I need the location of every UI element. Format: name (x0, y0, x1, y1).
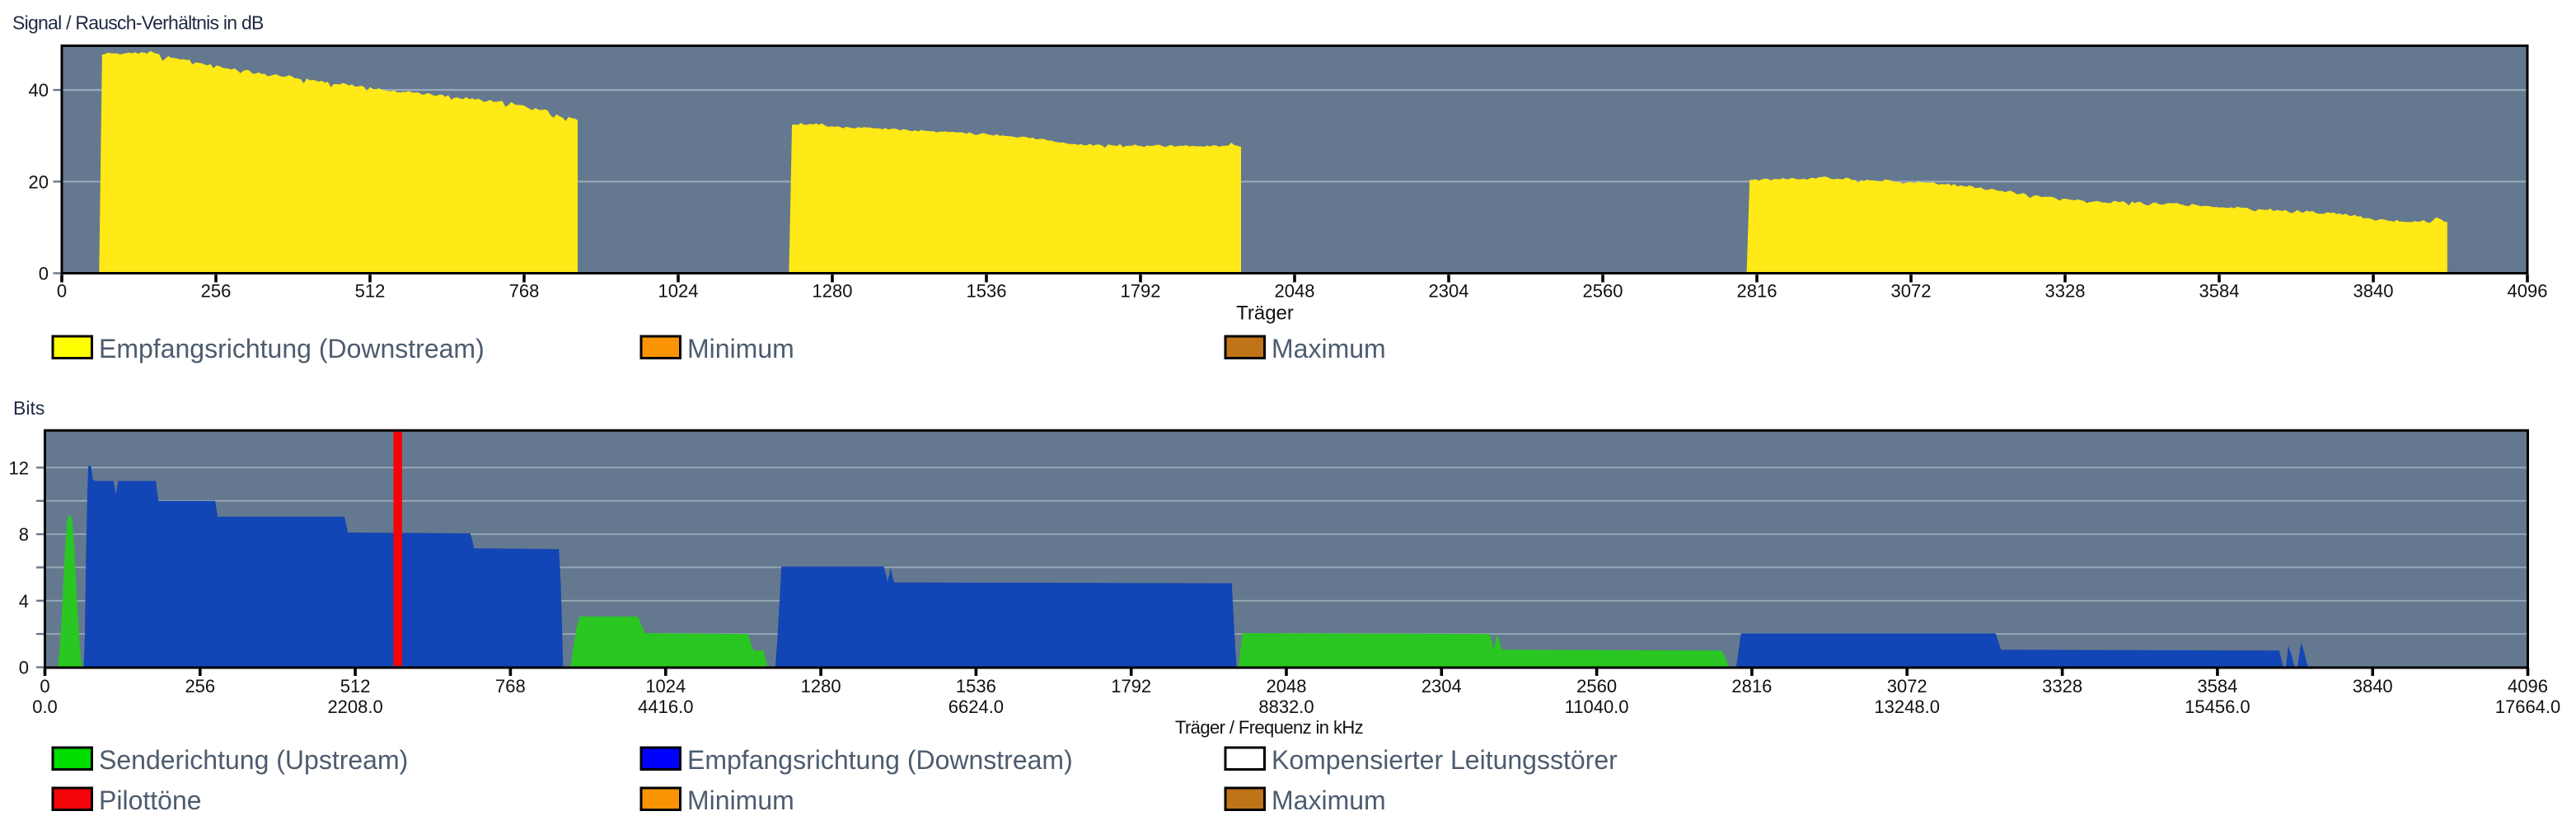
svg-text:Empfangsrichtung (Downstream): Empfangsrichtung (Downstream) (687, 745, 1073, 775)
svg-text:1024: 1024 (645, 676, 686, 696)
svg-text:12: 12 (9, 457, 29, 478)
svg-text:2560: 2560 (1576, 676, 1617, 696)
svg-text:1536: 1536 (956, 676, 996, 696)
svg-text:0: 0 (39, 264, 49, 284)
svg-text:1280: 1280 (813, 281, 853, 302)
svg-text:256: 256 (185, 676, 215, 696)
svg-text:3584: 3584 (2199, 281, 2240, 302)
svg-text:1792: 1792 (1121, 281, 1161, 302)
svg-text:4416.0: 4416.0 (638, 696, 693, 717)
svg-text:3328: 3328 (2042, 676, 2082, 696)
svg-text:3072: 3072 (1891, 281, 1932, 302)
svg-text:4: 4 (19, 591, 29, 612)
svg-text:2048: 2048 (1275, 281, 1315, 302)
svg-text:768: 768 (509, 281, 540, 302)
svg-text:2304: 2304 (1429, 281, 1469, 302)
svg-text:512: 512 (340, 676, 371, 696)
svg-text:4096: 4096 (2508, 676, 2548, 696)
svg-text:2816: 2816 (1737, 281, 1777, 302)
svg-text:256: 256 (201, 281, 232, 302)
svg-text:Pilottöne: Pilottöne (99, 786, 202, 815)
svg-text:Minimum: Minimum (687, 786, 794, 815)
svg-text:1536: 1536 (967, 281, 1007, 302)
svg-text:Kompensierter Leitungsstörer: Kompensierter Leitungsstörer (1272, 745, 1618, 775)
svg-text:1024: 1024 (658, 281, 699, 302)
svg-text:15456.0: 15456.0 (2185, 696, 2250, 717)
svg-text:2816: 2816 (1731, 676, 1772, 696)
svg-text:17664.0: 17664.0 (2495, 696, 2561, 717)
svg-text:2304: 2304 (1421, 676, 1462, 696)
svg-text:6624.0: 6624.0 (948, 696, 1004, 717)
svg-text:2560: 2560 (1583, 281, 1623, 302)
svg-text:0.0: 0.0 (32, 696, 58, 717)
svg-text:Träger: Träger (1236, 302, 1294, 325)
svg-text:Senderichtung (Upstream): Senderichtung (Upstream) (99, 745, 408, 775)
svg-text:1280: 1280 (801, 676, 841, 696)
svg-text:Signal / Rausch-Verhältnis in: Signal / Rausch-Verhältnis in dB (12, 12, 264, 34)
svg-text:4096: 4096 (2508, 281, 2548, 302)
svg-text:3840: 3840 (2354, 281, 2394, 302)
svg-text:Empfangsrichtung (Downstream): Empfangsrichtung (Downstream) (99, 334, 485, 363)
svg-text:Maximum: Maximum (1272, 786, 1386, 815)
svg-text:11040.0: 11040.0 (1565, 696, 1629, 717)
svg-text:Minimum: Minimum (687, 334, 794, 363)
svg-text:2048: 2048 (1267, 676, 1307, 696)
svg-text:1792: 1792 (1111, 676, 1151, 696)
svg-text:13248.0: 13248.0 (1874, 696, 1940, 717)
svg-text:Maximum: Maximum (1272, 334, 1386, 363)
svg-text:0: 0 (40, 676, 49, 696)
svg-text:20: 20 (29, 171, 49, 192)
svg-text:8: 8 (19, 524, 29, 545)
svg-text:0: 0 (57, 281, 67, 302)
svg-text:40: 40 (29, 80, 49, 101)
svg-text:768: 768 (495, 676, 526, 696)
svg-text:3072: 3072 (1887, 676, 1927, 696)
svg-text:Träger / Frequenz in kHz: Träger / Frequenz in kHz (1175, 717, 1363, 738)
svg-text:Bits: Bits (13, 397, 44, 419)
svg-text:3840: 3840 (2353, 676, 2393, 696)
svg-text:2208.0: 2208.0 (327, 696, 382, 717)
svg-text:3584: 3584 (2197, 676, 2237, 696)
svg-text:0: 0 (19, 658, 29, 678)
svg-text:512: 512 (355, 281, 386, 302)
svg-text:8832.0: 8832.0 (1258, 696, 1314, 717)
svg-text:3328: 3328 (2045, 281, 2086, 302)
